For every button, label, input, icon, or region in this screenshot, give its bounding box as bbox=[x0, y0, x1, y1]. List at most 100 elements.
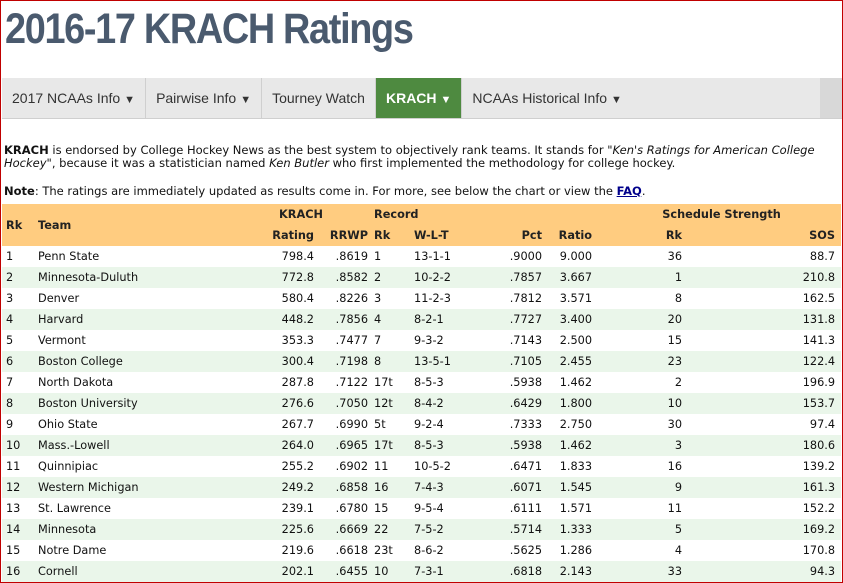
cell-team: Mass.-Lowell bbox=[38, 435, 228, 456]
cell-record-rk: 3 bbox=[374, 288, 415, 309]
table-row: 3 Denver 580.4.8226 3 11-2-3.7812 3.571 8 162.5 bbox=[2, 288, 842, 309]
cell-sos: 131.8 bbox=[692, 309, 842, 330]
col-header-ratio[interactable]: Ratio bbox=[552, 225, 603, 246]
cell-sos-rk: 4 bbox=[602, 540, 693, 561]
col-header-sos-rk[interactable]: Rk bbox=[602, 225, 693, 246]
cell-sos: 94.3 bbox=[692, 561, 842, 582]
cell-rating: 249.2 bbox=[228, 477, 324, 498]
group-header-krach: KRACH bbox=[228, 204, 375, 225]
cell-rrwp: .8226 bbox=[324, 288, 375, 309]
cell-team: St. Lawrence bbox=[38, 498, 228, 519]
cell-rating: 264.0 bbox=[228, 435, 324, 456]
nav-ncaas-info[interactable]: 2017 NCAAs Info ▼ bbox=[2, 78, 147, 118]
col-header-rating[interactable]: Rating bbox=[228, 225, 324, 246]
cell-pct: .6471 bbox=[476, 456, 553, 477]
cell-wlt: 8-4-2 bbox=[414, 393, 477, 414]
cell-rating: 300.4 bbox=[228, 351, 324, 372]
cell-wlt: 9-2-4 bbox=[414, 414, 477, 435]
cell-record-rk: 5t bbox=[374, 414, 415, 435]
col-header-team[interactable]: Team bbox=[38, 204, 228, 246]
cell-rrwp: .7477 bbox=[324, 330, 375, 351]
cell-pct: .9000 bbox=[476, 246, 553, 267]
nav-ncaas-historical-info[interactable]: NCAAs Historical Info ▼ bbox=[462, 78, 631, 118]
cell-sos-rk: 9 bbox=[602, 477, 693, 498]
cell-team: Harvard bbox=[38, 309, 228, 330]
chevron-down-icon: ▼ bbox=[440, 94, 452, 106]
table-row: 16 Cornell 202.1.6455 10 7-3-1.6818 2.143 33 94… bbox=[2, 561, 842, 582]
table-row: 7 North Dakota 287.8.7122 17t 8-5-3.5938 1.46… bbox=[2, 372, 842, 393]
cell-rrwp: .8619 bbox=[324, 246, 375, 267]
col-header-pct[interactable]: Pct bbox=[476, 225, 553, 246]
cell-wlt: 10-2-2 bbox=[414, 267, 477, 288]
note-paragraph: Note: The ratings are immediately update… bbox=[4, 184, 839, 198]
table-row: 6 Boston College 300.4.7198 8 13-5-1.7105 2.4… bbox=[2, 351, 842, 372]
cell-ratio: 3.400 bbox=[552, 309, 603, 330]
cell-wlt: 11-2-3 bbox=[414, 288, 477, 309]
cell-rating: 798.4 bbox=[228, 246, 324, 267]
cell-rating: 772.8 bbox=[228, 267, 324, 288]
cell-ratio: 1.286 bbox=[552, 540, 603, 561]
cell-sos-rk: 8 bbox=[602, 288, 693, 309]
group-header-schedule-strength: Schedule Strength bbox=[602, 204, 842, 225]
cell-rating: 239.1 bbox=[228, 498, 324, 519]
cell-rk: 10 bbox=[2, 435, 38, 456]
table-row: 5 Vermont 353.3.7477 7 9-3-2.7143 2.500 15 141.… bbox=[2, 330, 842, 351]
nav-krach[interactable]: KRACH ▼ bbox=[375, 78, 463, 118]
intro-paragraph: KRACH is endorsed by College Hockey News… bbox=[4, 144, 839, 170]
cell-wlt: 7-4-3 bbox=[414, 477, 477, 498]
table-row: 10 Mass.-Lowell 264.0.6965 17t 8-5-3.5938 1.4… bbox=[2, 435, 842, 456]
cell-team: Cornell bbox=[38, 561, 228, 582]
nav-label: KRACH bbox=[385, 90, 437, 106]
nav-pairwise-info[interactable]: Pairwise Info ▼ bbox=[146, 78, 263, 118]
cell-sos: 196.9 bbox=[692, 372, 842, 393]
faq-link[interactable]: FAQ bbox=[616, 184, 642, 198]
col-header-rk[interactable]: Rk bbox=[2, 204, 38, 246]
cell-rk: 5 bbox=[2, 330, 38, 351]
col-header-rrwp[interactable]: RRWP bbox=[324, 225, 375, 246]
cell-rk: 4 bbox=[2, 309, 38, 330]
cell-pct: .7333 bbox=[476, 414, 553, 435]
cell-team: Penn State bbox=[38, 246, 228, 267]
cell-rating: 225.6 bbox=[228, 519, 324, 540]
table-row: 14 Minnesota 225.6.6669 22 7-5-2.5714 1.333 5 1… bbox=[2, 519, 842, 540]
cell-team: Ohio State bbox=[38, 414, 228, 435]
cell-record-rk: 17t bbox=[374, 435, 415, 456]
cell-rrwp: .6990 bbox=[324, 414, 375, 435]
krach-table-body: 1 Penn State 798.4.8619 1 13-1-1.9000 9.000 36… bbox=[2, 246, 842, 582]
col-header-record-rk[interactable]: Rk bbox=[374, 225, 415, 246]
cell-team: Minnesota bbox=[38, 519, 228, 540]
page-title: 2016-17 KRACH Ratings bbox=[5, 5, 414, 53]
cell-record-rk: 15 bbox=[374, 498, 415, 519]
cell-rk: 14 bbox=[2, 519, 38, 540]
intro-italic-1: "Ken's Ratings for American College Hock… bbox=[4, 143, 815, 170]
cell-sos-rk: 15 bbox=[602, 330, 693, 351]
cell-record-rk: 4 bbox=[374, 309, 415, 330]
cell-rating: 353.3 bbox=[228, 330, 324, 351]
col-header-sos[interactable]: SOS bbox=[692, 225, 842, 246]
table-group-header-row: Rk Team KRACH Record Schedule Strength bbox=[2, 204, 842, 246]
cell-ratio: 1.545 bbox=[552, 477, 603, 498]
col-header-wlt[interactable]: W-L-T bbox=[414, 225, 477, 246]
cell-pct: .5938 bbox=[476, 372, 553, 393]
cell-wlt: 13-5-1 bbox=[414, 351, 477, 372]
cell-record-rk: 7 bbox=[374, 330, 415, 351]
cell-rk: 1 bbox=[2, 246, 38, 267]
cell-record-rk: 1 bbox=[374, 246, 415, 267]
cell-sos: 153.7 bbox=[692, 393, 842, 414]
table-row: 13 St. Lawrence 239.1.6780 15 9-5-4.6111 1.57… bbox=[2, 498, 842, 519]
cell-ratio: 2.143 bbox=[552, 561, 603, 582]
cell-rk: 8 bbox=[2, 393, 38, 414]
nav-tourney-watch[interactable]: Tourney Watch bbox=[262, 78, 376, 118]
cell-rating: 276.6 bbox=[228, 393, 324, 414]
table-row: 4 Harvard 448.2.7856 4 8-2-1.7727 3.400 20 131.… bbox=[2, 309, 842, 330]
cell-record-rk: 11 bbox=[374, 456, 415, 477]
cell-rrwp: .7198 bbox=[324, 351, 375, 372]
cell-wlt: 9-3-2 bbox=[414, 330, 477, 351]
chevron-down-icon: ▼ bbox=[611, 94, 622, 106]
cell-team: Boston College bbox=[38, 351, 228, 372]
cell-sos: 169.2 bbox=[692, 519, 842, 540]
cell-record-rk: 10 bbox=[374, 561, 415, 582]
cell-team: Vermont bbox=[38, 330, 228, 351]
group-header-record: Record bbox=[374, 204, 477, 225]
cell-ratio: 2.455 bbox=[552, 351, 603, 372]
